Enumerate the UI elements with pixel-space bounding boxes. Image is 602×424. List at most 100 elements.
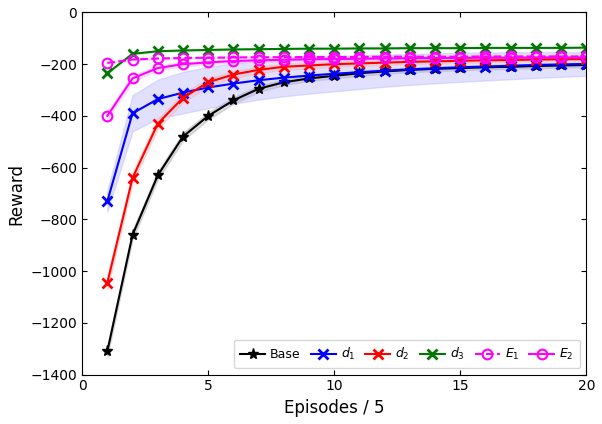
$E_1$ (406, 54, 414, 59)
$E_1$ (179, 56, 187, 61)
Base (356, 71, 363, 76)
$d_2$ (457, 58, 464, 63)
Line: $E_1$: $E_1$ (102, 52, 591, 68)
$E_1$ (356, 54, 363, 59)
$E_2$ (507, 55, 514, 60)
$d_2$ (330, 61, 338, 67)
$d_3$ (381, 46, 388, 51)
$E_2$ (104, 113, 111, 118)
$E_2$ (381, 56, 388, 61)
$d_2$ (205, 80, 212, 85)
Line: Base: Base (102, 59, 592, 357)
$d_3$ (557, 45, 565, 50)
X-axis label: Episodes / 5: Episodes / 5 (284, 399, 385, 417)
$E_1$ (583, 54, 590, 59)
$E_1$ (305, 54, 312, 59)
$E_2$ (305, 57, 312, 62)
$d_3$ (583, 45, 590, 50)
Y-axis label: Reward: Reward (7, 162, 25, 225)
$E_1$ (280, 55, 287, 60)
Base (205, 113, 212, 118)
$E_2$ (179, 61, 187, 67)
$d_3$ (230, 47, 237, 52)
Line: $d_1$: $d_1$ (102, 59, 591, 206)
$E_1$ (230, 55, 237, 60)
Base (381, 69, 388, 74)
$d_1$ (104, 199, 111, 204)
$d_3$ (330, 46, 338, 51)
$E_1$ (330, 54, 338, 59)
$E_1$ (432, 54, 439, 59)
$d_3$ (129, 51, 136, 56)
$d_3$ (432, 46, 439, 51)
$d_1$ (230, 81, 237, 86)
$E_1$ (482, 54, 489, 59)
Base (255, 86, 262, 91)
$E_2$ (532, 55, 539, 60)
$d_3$ (457, 46, 464, 51)
$d_1$ (154, 97, 161, 102)
$d_2$ (406, 59, 414, 64)
$d_3$ (507, 45, 514, 50)
$E_2$ (154, 66, 161, 71)
$d_1$ (255, 78, 262, 83)
$E_1$ (507, 54, 514, 59)
$E_2$ (330, 56, 338, 61)
$d_2$ (507, 58, 514, 63)
$E_2$ (205, 60, 212, 65)
Base (532, 64, 539, 69)
$d_3$ (406, 46, 414, 51)
Base (154, 173, 161, 178)
Base (557, 63, 565, 68)
$d_2$ (482, 58, 489, 63)
$d_3$ (532, 45, 539, 50)
$d_3$ (205, 47, 212, 53)
Base (583, 62, 590, 67)
Base (104, 349, 111, 354)
$d_2$ (154, 121, 161, 126)
$d_2$ (104, 280, 111, 285)
$E_2$ (356, 56, 363, 61)
$E_1$ (532, 54, 539, 59)
$d_1$ (406, 67, 414, 72)
$d_2$ (532, 57, 539, 62)
$d_3$ (280, 46, 287, 51)
Line: $d_3$: $d_3$ (102, 43, 591, 78)
$E_1$ (129, 57, 136, 62)
$d_1$ (482, 64, 489, 69)
$E_1$ (104, 60, 111, 65)
$E_2$ (557, 55, 565, 60)
$E_2$ (406, 56, 414, 61)
$d_2$ (179, 95, 187, 100)
$E_2$ (280, 57, 287, 62)
$d_1$ (305, 73, 312, 78)
$d_3$ (356, 46, 363, 51)
$d_1$ (330, 71, 338, 76)
$d_2$ (557, 57, 565, 62)
$d_3$ (104, 71, 111, 76)
Base (230, 98, 237, 103)
$d_1$ (381, 68, 388, 73)
$E_1$ (557, 54, 565, 59)
$d_1$ (557, 62, 565, 67)
$d_1$ (432, 66, 439, 71)
$E_2$ (230, 59, 237, 64)
$d_3$ (179, 48, 187, 53)
Base (330, 73, 338, 78)
$E_2$ (129, 76, 136, 81)
$d_1$ (280, 75, 287, 80)
$d_3$ (305, 46, 312, 51)
$E_1$ (457, 54, 464, 59)
Base (129, 232, 136, 237)
$d_3$ (482, 45, 489, 50)
$E_1$ (205, 55, 212, 60)
$d_2$ (432, 59, 439, 64)
$d_1$ (532, 62, 539, 67)
$d_3$ (255, 47, 262, 52)
$E_1$ (154, 56, 161, 61)
$d_2$ (230, 72, 237, 77)
$d_1$ (205, 85, 212, 90)
$d_1$ (583, 61, 590, 67)
Base (507, 64, 514, 69)
$d_2$ (583, 56, 590, 61)
